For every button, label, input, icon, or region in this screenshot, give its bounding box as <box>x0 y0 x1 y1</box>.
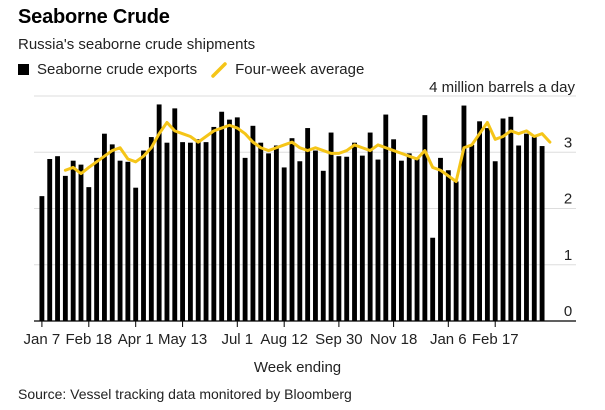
bar <box>398 160 404 321</box>
bar-series <box>39 104 545 322</box>
bar <box>266 153 271 322</box>
x-tick-label: Feb 17 <box>472 331 519 348</box>
x-tick-label: Apr 1 <box>118 331 154 348</box>
bar <box>62 175 68 322</box>
bar <box>305 128 311 321</box>
bar <box>524 133 529 321</box>
bar <box>281 167 287 321</box>
bar <box>453 181 459 321</box>
bar <box>203 142 209 322</box>
bar <box>219 111 225 321</box>
source-note: Source: Vessel tracking data monitored b… <box>18 386 352 402</box>
bar <box>508 116 514 321</box>
bar <box>492 161 498 321</box>
bar <box>391 139 397 321</box>
bar <box>227 119 232 322</box>
bar <box>383 114 389 321</box>
y-tick-label: 2 <box>564 191 572 208</box>
bar <box>297 161 303 321</box>
bar <box>477 121 482 321</box>
bar <box>531 137 537 321</box>
chart-legend: Seaborne crude exports Four-week average <box>18 61 378 78</box>
x-tick-label: Sep 30 <box>315 331 363 348</box>
chart-title: Seaborne Crude <box>18 6 170 28</box>
bar <box>234 117 240 322</box>
legend-label-average: Four-week average <box>235 61 365 78</box>
x-tick-label: May 13 <box>158 331 207 348</box>
legend-item-average: Four-week average <box>211 61 364 78</box>
bar <box>180 142 186 322</box>
bar <box>500 118 506 321</box>
bar <box>406 153 412 322</box>
legend-item-exports: Seaborne crude exports <box>18 61 197 78</box>
chart-subtitle: Russia's seaborne crude shipments <box>18 36 256 53</box>
bar <box>484 128 490 321</box>
y-unit-label: 4 million barrels a day <box>429 79 575 96</box>
bar <box>375 159 381 321</box>
x-tick-label: Jan 6 <box>430 331 467 348</box>
x-tick-label: Feb 18 <box>65 331 112 348</box>
bar <box>187 142 193 321</box>
bar <box>289 138 295 321</box>
y-tick-label: 1 <box>564 247 572 264</box>
y-tick-label: 0 <box>564 303 572 320</box>
bar <box>320 170 326 321</box>
bar <box>461 105 467 321</box>
bar <box>430 237 436 321</box>
bar <box>469 144 475 321</box>
legend-label-exports: Seaborne crude exports <box>37 61 198 78</box>
bar <box>367 132 373 321</box>
bar <box>211 126 217 321</box>
bar <box>336 156 342 321</box>
bar <box>125 161 131 321</box>
bar <box>86 187 92 322</box>
bar <box>55 156 60 321</box>
bar <box>117 160 123 321</box>
x-tick-label: Jan 7 <box>24 331 61 348</box>
bar <box>102 133 107 321</box>
bar <box>141 150 146 321</box>
x-tick-label: Nov 18 <box>370 331 418 348</box>
bar <box>359 155 365 322</box>
bar <box>78 164 84 322</box>
bar <box>352 142 357 321</box>
bar <box>94 157 100 322</box>
bar <box>148 137 154 321</box>
bar <box>328 132 334 321</box>
bar <box>445 170 451 321</box>
bar <box>70 160 76 321</box>
bar <box>313 150 318 321</box>
bar <box>172 108 178 322</box>
bar <box>539 146 545 321</box>
x-axis-title: Week ending <box>253 359 342 376</box>
bar <box>242 157 248 322</box>
chart-plot: Jan 7 Feb 18 Apr 1 May 13 Jul 1 Aug 12 Sep 30 N… <box>24 79 576 348</box>
y-tick-label: 3 <box>564 134 572 151</box>
bar <box>133 187 139 321</box>
x-tick-label: Aug 12 <box>260 331 308 348</box>
bar <box>516 145 522 321</box>
bar <box>273 145 279 321</box>
x-tick-label: Jul 1 <box>221 331 253 348</box>
bar <box>438 157 443 322</box>
legend-swatch-bar <box>18 64 29 75</box>
bar <box>156 104 162 321</box>
average-line <box>63 120 552 183</box>
bar <box>414 157 420 322</box>
bar <box>344 156 350 321</box>
bar <box>164 142 170 321</box>
bar <box>250 125 256 321</box>
bar <box>39 196 45 322</box>
bar <box>109 144 115 322</box>
bar <box>195 139 201 321</box>
bar <box>258 142 264 321</box>
bar <box>47 159 53 321</box>
legend-swatch-line <box>211 61 227 78</box>
bar <box>422 115 428 322</box>
